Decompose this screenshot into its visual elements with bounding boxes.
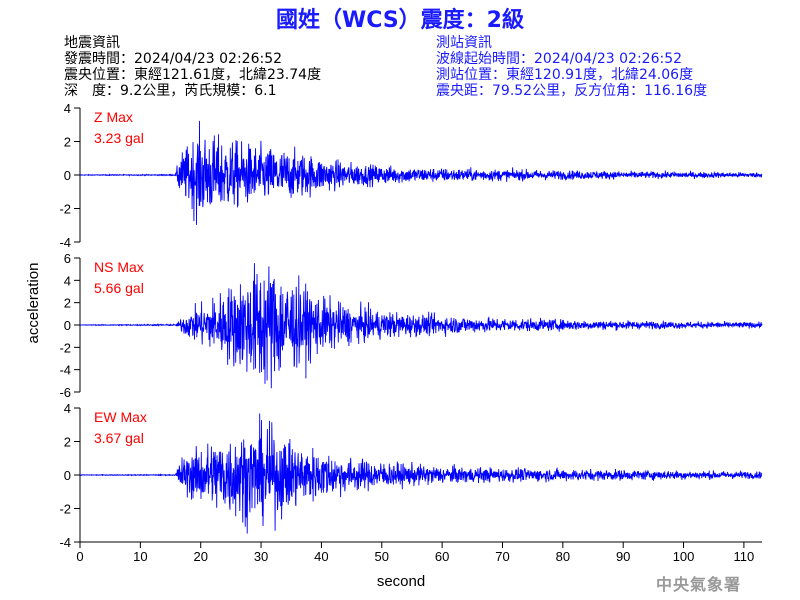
x-tick-label: 70 bbox=[495, 549, 509, 564]
x-tick-label: 40 bbox=[314, 549, 328, 564]
station-info-heading: 測站資訊 bbox=[436, 35, 492, 51]
ns-y-tick-label: -2 bbox=[59, 340, 71, 355]
ns-y-tick-label: 4 bbox=[64, 273, 71, 288]
ns-max-value: 5.66 gal bbox=[94, 280, 144, 296]
ew-y-tick-label: -2 bbox=[59, 502, 71, 517]
ew-y-tick-label: 0 bbox=[64, 468, 71, 483]
wave-start-time: 波線起始時間：2024/04/23 02:26:52 bbox=[436, 51, 683, 67]
station-info: 測站資訊 波線起始時間：2024/04/23 02:26:52 測站位置：東經1… bbox=[436, 35, 707, 99]
x-tick-label: 80 bbox=[556, 549, 570, 564]
epicenter-location: 震央位置：東經121.61度，北緯23.74度 bbox=[64, 67, 322, 83]
station-location: 測站位置：東經120.91度，北緯24.06度 bbox=[436, 67, 694, 83]
ns-y-tick-label: -4 bbox=[59, 363, 71, 378]
ns-y-tick-label: 2 bbox=[64, 296, 71, 311]
x-axis-title: second bbox=[377, 573, 425, 590]
x-tick-label: 10 bbox=[133, 549, 147, 564]
ew-y-tick-label: 4 bbox=[64, 401, 71, 416]
z-max-value: 3.23 gal bbox=[94, 130, 144, 146]
ns-y-tick-label: 0 bbox=[64, 318, 71, 333]
x-tick-label: 20 bbox=[193, 549, 207, 564]
y-axis-title: acceleration bbox=[25, 263, 42, 344]
ns-y-tick-label: -6 bbox=[59, 385, 71, 400]
ew-max-label: EW Max bbox=[94, 409, 147, 425]
chart-title: 國姓（WCS）震度：2級 bbox=[276, 8, 524, 33]
x-tick-label: 0 bbox=[76, 549, 83, 564]
origin-time: 發震時間：2024/04/23 02:26:52 bbox=[64, 51, 283, 67]
z-y-tick-label: 0 bbox=[64, 168, 71, 183]
ew-y-tick-label: -4 bbox=[59, 535, 71, 550]
distance-azimuth: 震央距：79.52公里，反方位角：116.16度 bbox=[436, 83, 708, 99]
earthquake-info-heading: 地震資訊 bbox=[64, 35, 120, 51]
x-tick-label: 50 bbox=[375, 549, 389, 564]
z-y-tick-label: -4 bbox=[59, 235, 71, 250]
ns-waveform bbox=[79, 263, 763, 389]
agency-credit: 中央氣象署 bbox=[656, 575, 742, 594]
ew-y-tick-label: 2 bbox=[64, 435, 71, 450]
ns-y-tick-label: 6 bbox=[64, 251, 71, 266]
z-max-label: Z Max bbox=[94, 109, 133, 125]
x-tick-label: 30 bbox=[254, 549, 268, 564]
ns-max-label: NS Max bbox=[94, 259, 144, 275]
x-tick-label: 90 bbox=[616, 549, 630, 564]
x-tick-label: 110 bbox=[734, 549, 755, 564]
z-waveform bbox=[79, 120, 763, 225]
x-tick-label: 100 bbox=[673, 549, 695, 564]
x-tick-label: 60 bbox=[435, 549, 449, 564]
z-y-tick-label: -2 bbox=[59, 202, 71, 217]
z-y-tick-label: 4 bbox=[64, 101, 71, 116]
z-y-tick-label: 2 bbox=[64, 135, 71, 150]
ew-max-value: 3.67 gal bbox=[94, 430, 144, 446]
ew-waveform bbox=[79, 413, 763, 534]
earthquake-info: 地震資訊 發震時間：2024/04/23 02:26:52 震央位置：東經121… bbox=[64, 35, 321, 99]
depth-magnitude: 深 度：9.2公里，芮氏規模：6.1 bbox=[64, 83, 277, 99]
